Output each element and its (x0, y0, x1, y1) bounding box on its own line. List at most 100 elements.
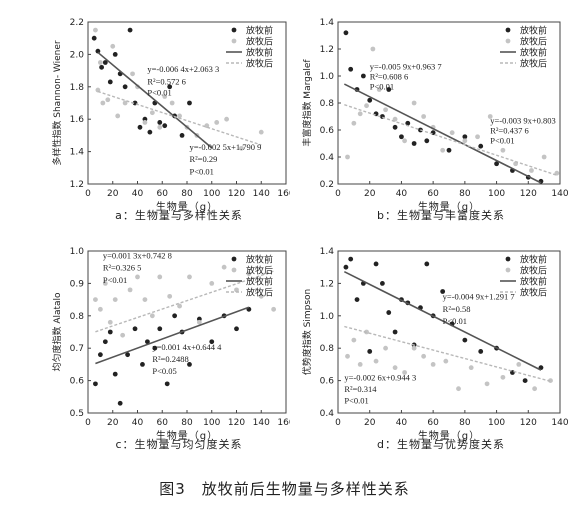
y-tick-label: 1.0 (70, 247, 85, 257)
equation-annotation: y=-0.006 4x+2.063 3 (147, 64, 219, 74)
y-tick-label: 1.8 (70, 83, 85, 93)
x-tick-label: 0 (335, 418, 341, 428)
legend-marker-dot (505, 38, 511, 44)
data-point-after-grazing (468, 365, 474, 371)
data-point-before-grazing (380, 281, 385, 286)
data-point-after-grazing (373, 358, 379, 364)
x-tick-label: 60 (157, 418, 169, 428)
data-point-after-grazing (392, 116, 398, 122)
plot-frame (87, 21, 287, 185)
data-point-after-grazing (541, 154, 547, 160)
x-tick-label: 140 (551, 189, 568, 199)
y-tick-label: 1.2 (320, 45, 334, 55)
legend-marker-dot (231, 256, 237, 262)
scatter-chart: 0 20 40 60 80 100 120 140 0.2 0.4 0.6 0.8 1.0 1.2 1.4 生… (301, 18, 569, 222)
y-tick-label: 0.5 (70, 409, 84, 419)
panel-caption: b：生物量与丰富度关系 (377, 208, 505, 222)
fit-line-after-grazing (344, 325, 551, 382)
data-point-before-grazing (102, 60, 108, 65)
equation-annotation: P<0.01 (147, 88, 171, 98)
data-point-before-grazing (411, 141, 417, 146)
x-tick-label: 100 (488, 189, 505, 199)
panel-caption: d：生物量与优势度关系 (377, 437, 505, 451)
y-axis-label: 优势度指数 Simpson (301, 289, 313, 375)
fit-line-after-grazing (344, 104, 558, 176)
data-point-after-grazing (402, 370, 407, 375)
equation-annotation: y=0.001 4x+0.644 4 (152, 342, 222, 352)
data-point-before-grazing (112, 371, 118, 377)
data-point-after-grazing (112, 297, 118, 302)
data-point-before-grazing (107, 79, 113, 85)
data-point-after-grazing (351, 337, 357, 343)
y-tick-label: 1.2 (320, 279, 334, 289)
data-point-after-grazing (370, 46, 376, 52)
data-point-after-grazing (169, 100, 175, 106)
data-point-before-grazing (478, 143, 484, 149)
data-point-before-grazing (348, 66, 354, 72)
legend-marker-dot (231, 267, 237, 273)
legend-label: 放牧前 (246, 276, 273, 288)
data-point-after-grazing (529, 168, 534, 173)
legend-label: 放牧前 (520, 276, 547, 288)
data-point-before-grazing (172, 313, 178, 319)
fit-line-after-grazing (97, 90, 262, 146)
data-point-after-grazing (149, 110, 155, 116)
equation-annotation: y=-0.004 9x+1.291 7 (443, 292, 515, 302)
y-tick-label: 1.2 (70, 180, 84, 190)
data-point-before-grazing (107, 329, 113, 335)
data-point-after-grazing (351, 120, 357, 126)
x-tick-label: 120 (520, 418, 537, 428)
equation-annotation: R²=0.2488 (152, 354, 188, 364)
data-point-before-grazing (424, 138, 430, 144)
data-point-after-grazing (364, 103, 369, 109)
data-point-before-grazing (399, 134, 404, 140)
y-tick-label: 0.6 (320, 126, 335, 136)
plot-frame (337, 250, 561, 414)
figure-caption: 图3 放牧前后生物量与多样性关系 (159, 480, 410, 498)
legend-label: 放牧后 (246, 265, 273, 277)
data-point-after-grazing (532, 386, 538, 392)
data-point-before-grazing (343, 264, 349, 270)
y-tick-label: 1.0 (320, 72, 335, 82)
y-tick-label: 1.6 (70, 115, 85, 125)
data-point-before-grazing (127, 27, 133, 33)
data-point-before-grazing (209, 339, 215, 345)
x-tick-label: 120 (228, 418, 245, 428)
data-point-after-grazing (430, 362, 436, 367)
fit-line-before-grazing (95, 306, 250, 365)
data-point-before-grazing (392, 124, 398, 130)
data-point-before-grazing (157, 326, 163, 332)
x-tick-label: 80 (459, 418, 471, 428)
data-point-before-grazing (522, 378, 528, 383)
data-point-after-grazing (271, 306, 277, 312)
x-tick-label: 80 (181, 189, 193, 199)
equation-annotation: y=0.001 3x+0.742 8 (103, 250, 172, 260)
data-point-before-grazing (367, 97, 373, 103)
x-tick-label: 100 (203, 189, 220, 199)
x-tick-label: 120 (520, 189, 537, 199)
legend-label: 放牧前 (246, 47, 273, 59)
data-point-after-grazing (500, 374, 506, 380)
data-point-after-grazing (196, 319, 202, 325)
equation-annotation: P<0.01 (490, 136, 514, 146)
data-point-after-grazing (246, 271, 252, 277)
fit-line-before-grazing (343, 271, 542, 371)
data-point-before-grazing (360, 73, 366, 79)
data-point-after-grazing (383, 107, 388, 113)
x-tick-label: 0 (85, 189, 91, 199)
data-point-before-grazing (446, 147, 452, 153)
scatter-chart: 0 20 40 60 80 100 120 140 160 0.5 0.6 0.7 0.8 0.9 1.0 生… (51, 247, 290, 451)
data-point-after-grazing (421, 114, 427, 119)
x-tick-label: 0 (335, 189, 341, 199)
data-point-after-grazing (456, 386, 461, 392)
x-tick-label: 20 (364, 418, 376, 428)
data-point-after-grazing (516, 362, 522, 367)
chart-panel-b: 0 20 40 60 80 100 120 140 0.2 0.4 0.6 0.8 1.0 1.2 1.4 生… (288, 8, 569, 228)
data-point-before-grazing (424, 261, 430, 267)
data-point-after-grazing (167, 293, 173, 299)
y-tick-label: 1.4 (320, 247, 335, 257)
data-point-after-grazing (100, 100, 106, 106)
y-axis-label: 多样性指数 Shannon- Wiener (51, 40, 63, 166)
legend-marker-dot (505, 267, 511, 273)
